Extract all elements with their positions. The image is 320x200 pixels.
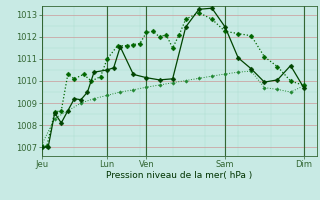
- X-axis label: Pression niveau de la mer( hPa ): Pression niveau de la mer( hPa ): [106, 171, 252, 180]
